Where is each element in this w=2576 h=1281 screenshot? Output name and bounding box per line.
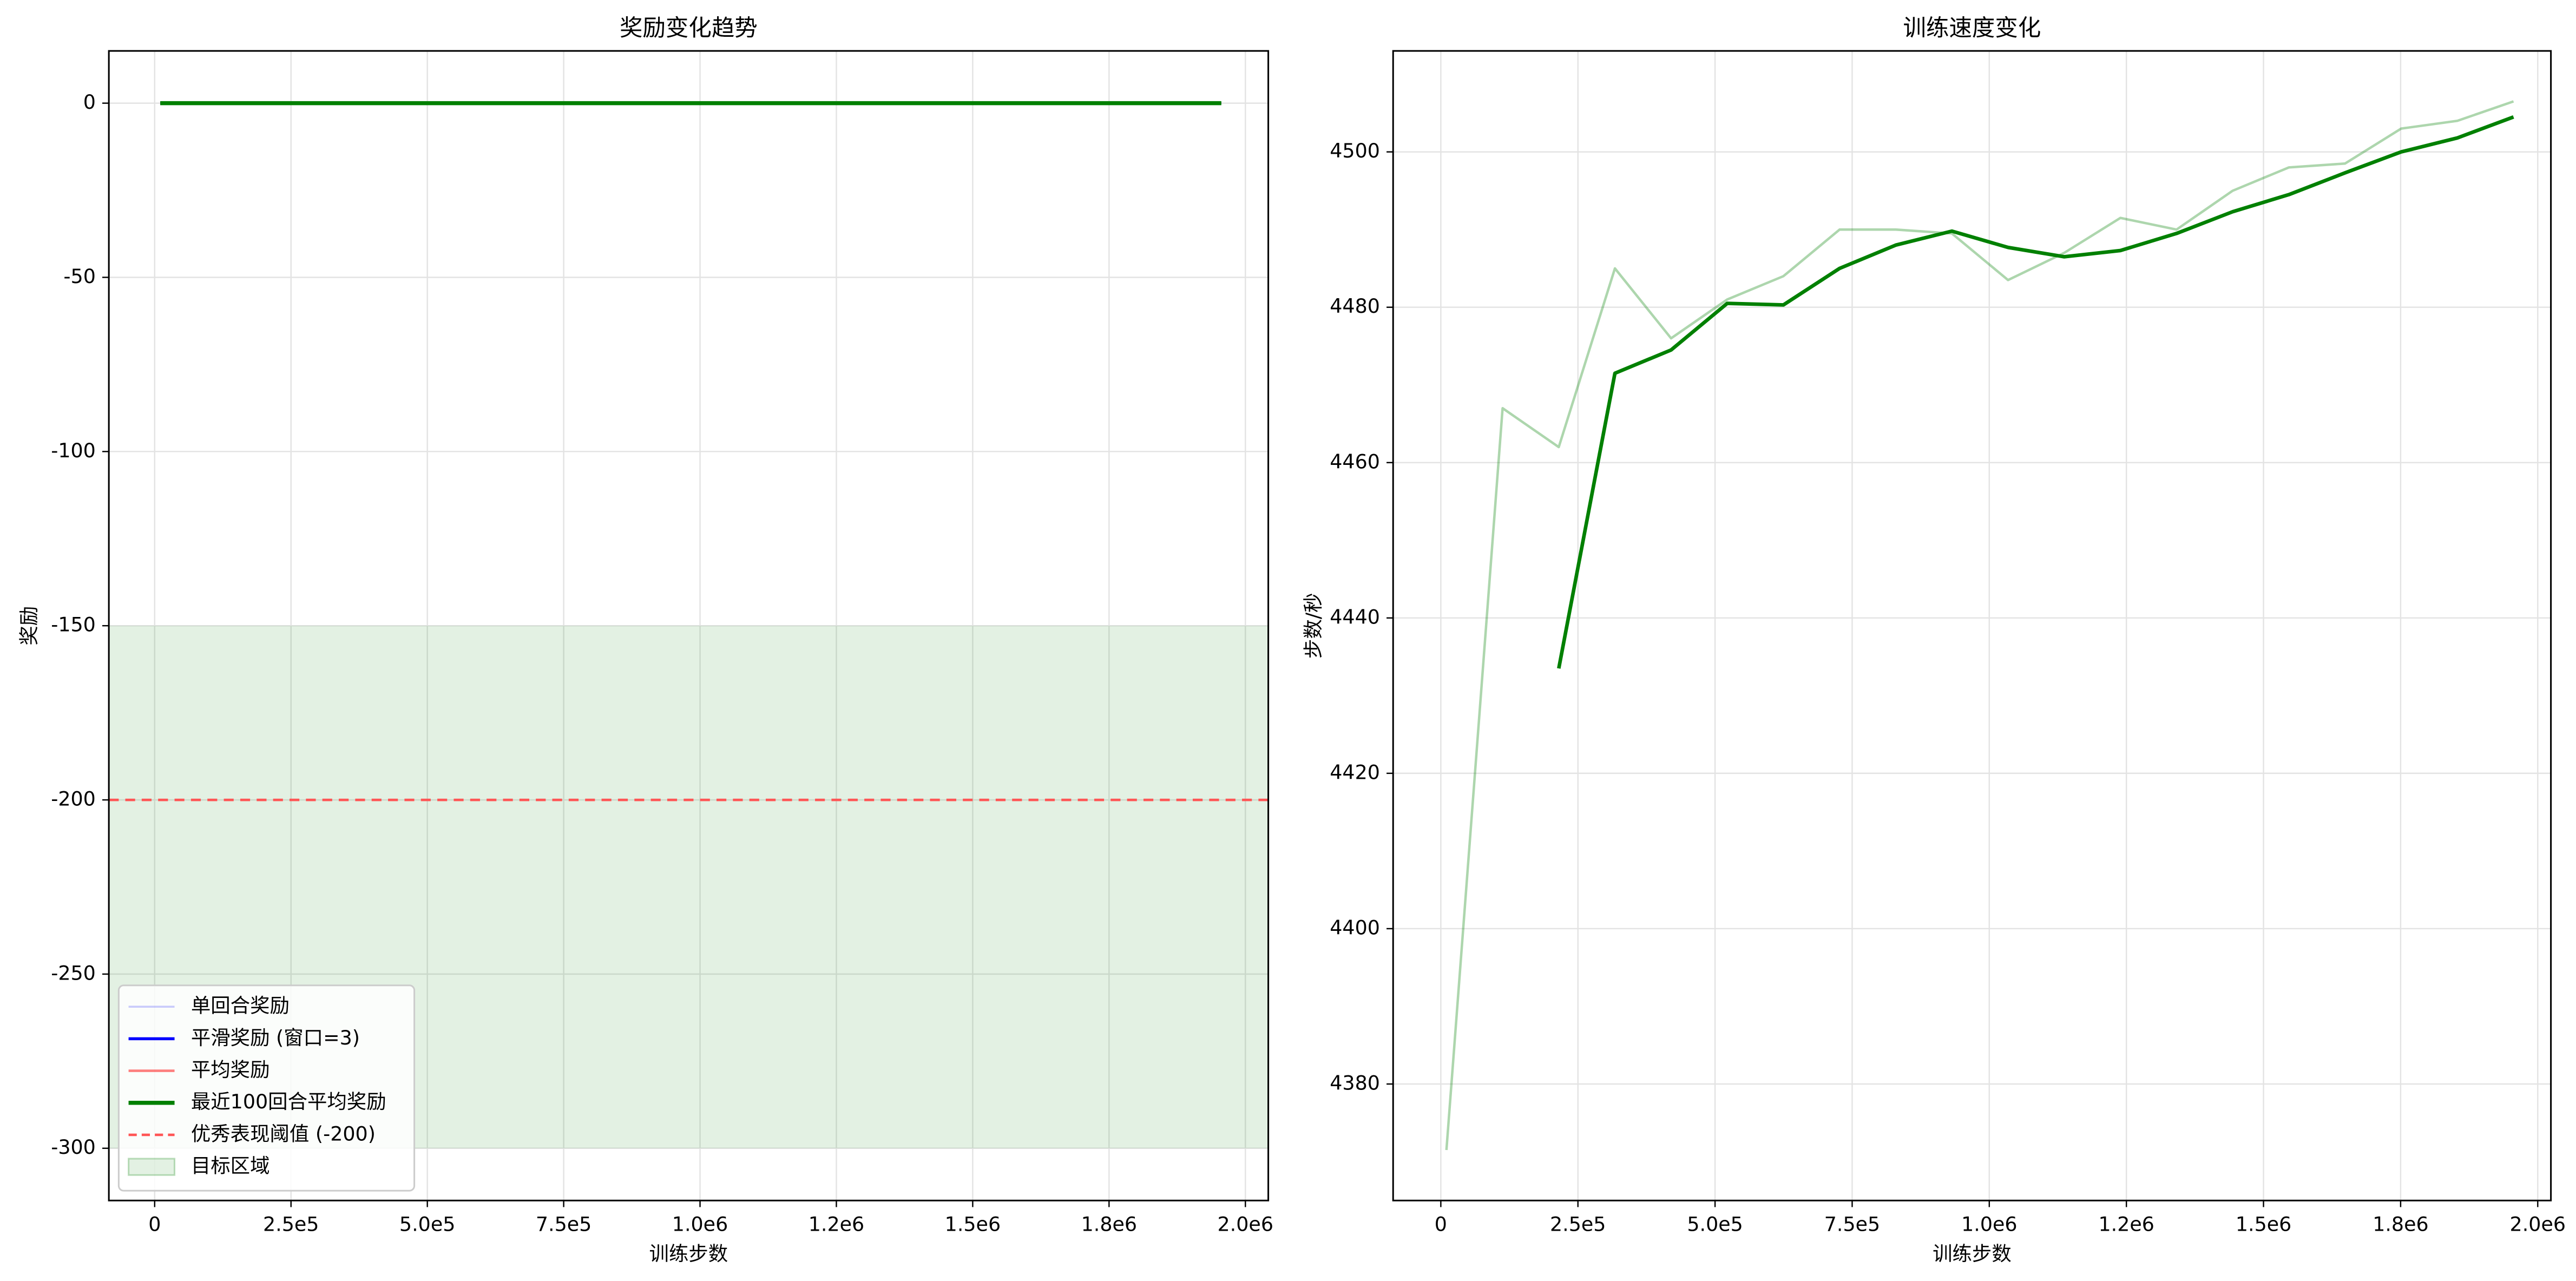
x-tick-label: 5.0e5 <box>1687 1212 1743 1236</box>
x-tick-label: 1.0e6 <box>672 1212 728 1236</box>
x-tick-label: 1.2e6 <box>2098 1212 2154 1236</box>
y-tick-label: -150 <box>51 613 96 636</box>
legend-label: 平滑奖励 (窗口=3) <box>191 1026 360 1049</box>
y-tick-label: 4400 <box>1330 916 1380 939</box>
y-tick-label: 4420 <box>1330 760 1380 784</box>
y-tick-label: -250 <box>51 961 96 984</box>
y-tick-label: 4480 <box>1330 294 1380 318</box>
chart-title: 训练速度变化 <box>1903 15 2041 42</box>
x-tick-label: 2.0e6 <box>2510 1212 2566 1236</box>
series-line <box>1445 100 2514 1151</box>
x-tick-label: 2.0e6 <box>1218 1212 1273 1236</box>
x-tick-label: 0 <box>1435 1212 1447 1236</box>
axes: 0 2.5e5 5.0e5 7.5e5 1.0e6 1.2e6 1.5e6 1.8e6 2.0e… <box>17 15 1273 1265</box>
axes-frame <box>1392 50 2552 1201</box>
y-tick-label: -300 <box>51 1135 96 1159</box>
x-axis-label: 训练步数 <box>1933 1242 2012 1265</box>
series-line <box>1557 115 2514 669</box>
legend-label: 最近100回合平均奖励 <box>191 1090 386 1113</box>
legend-label: 平均奖励 <box>191 1058 270 1081</box>
x-axis-label: 训练步数 <box>649 1242 728 1265</box>
x-tick-label: 1.5e6 <box>945 1212 1001 1236</box>
y-tick-label: 0 <box>83 90 96 114</box>
y-tick-label: -100 <box>51 439 96 462</box>
chart-title: 奖励变化趋势 <box>620 15 758 42</box>
legend-label: 单回合奖励 <box>191 994 290 1017</box>
y-axis-label: 奖励 <box>17 606 41 646</box>
x-tick-label: 1.8e6 <box>2373 1212 2428 1236</box>
y-tick-label: -50 <box>63 265 95 288</box>
legend-label: 目标区域 <box>191 1154 270 1178</box>
x-tick-label: 1.2e6 <box>809 1212 864 1236</box>
axes-frame <box>108 50 1270 1201</box>
x-tick-label: 2.5e5 <box>1550 1212 1606 1236</box>
x-tick-label: 5.0e5 <box>399 1212 455 1236</box>
x-tick-label: 1.0e6 <box>1961 1212 2017 1236</box>
x-tick-label: 1.8e6 <box>1081 1212 1137 1236</box>
y-tick-label: 4380 <box>1330 1072 1380 1095</box>
axes: 0 2.5e5 5.0e5 7.5e5 1.0e6 1.2e6 1.5e6 1.8e6 2.0e… <box>1302 15 2566 1265</box>
legend-swatch <box>128 1158 176 1176</box>
x-tick-label: 7.5e5 <box>1824 1212 1880 1236</box>
legend-box <box>117 984 416 1192</box>
x-tick-label: 7.5e5 <box>536 1212 592 1236</box>
y-tick-label: 4500 <box>1330 139 1380 162</box>
x-tick-label: 0 <box>148 1212 161 1236</box>
y-tick-label: 4440 <box>1330 605 1380 628</box>
x-tick-label: 2.5e5 <box>263 1212 319 1236</box>
legend-label: 优秀表现阈值 (-200) <box>191 1122 376 1145</box>
y-tick-label: -200 <box>51 787 96 811</box>
y-axis-label: 步数/秒 <box>1302 593 1325 659</box>
y-tick-label: 4460 <box>1330 450 1380 473</box>
x-tick-label: 1.5e6 <box>2236 1212 2291 1236</box>
